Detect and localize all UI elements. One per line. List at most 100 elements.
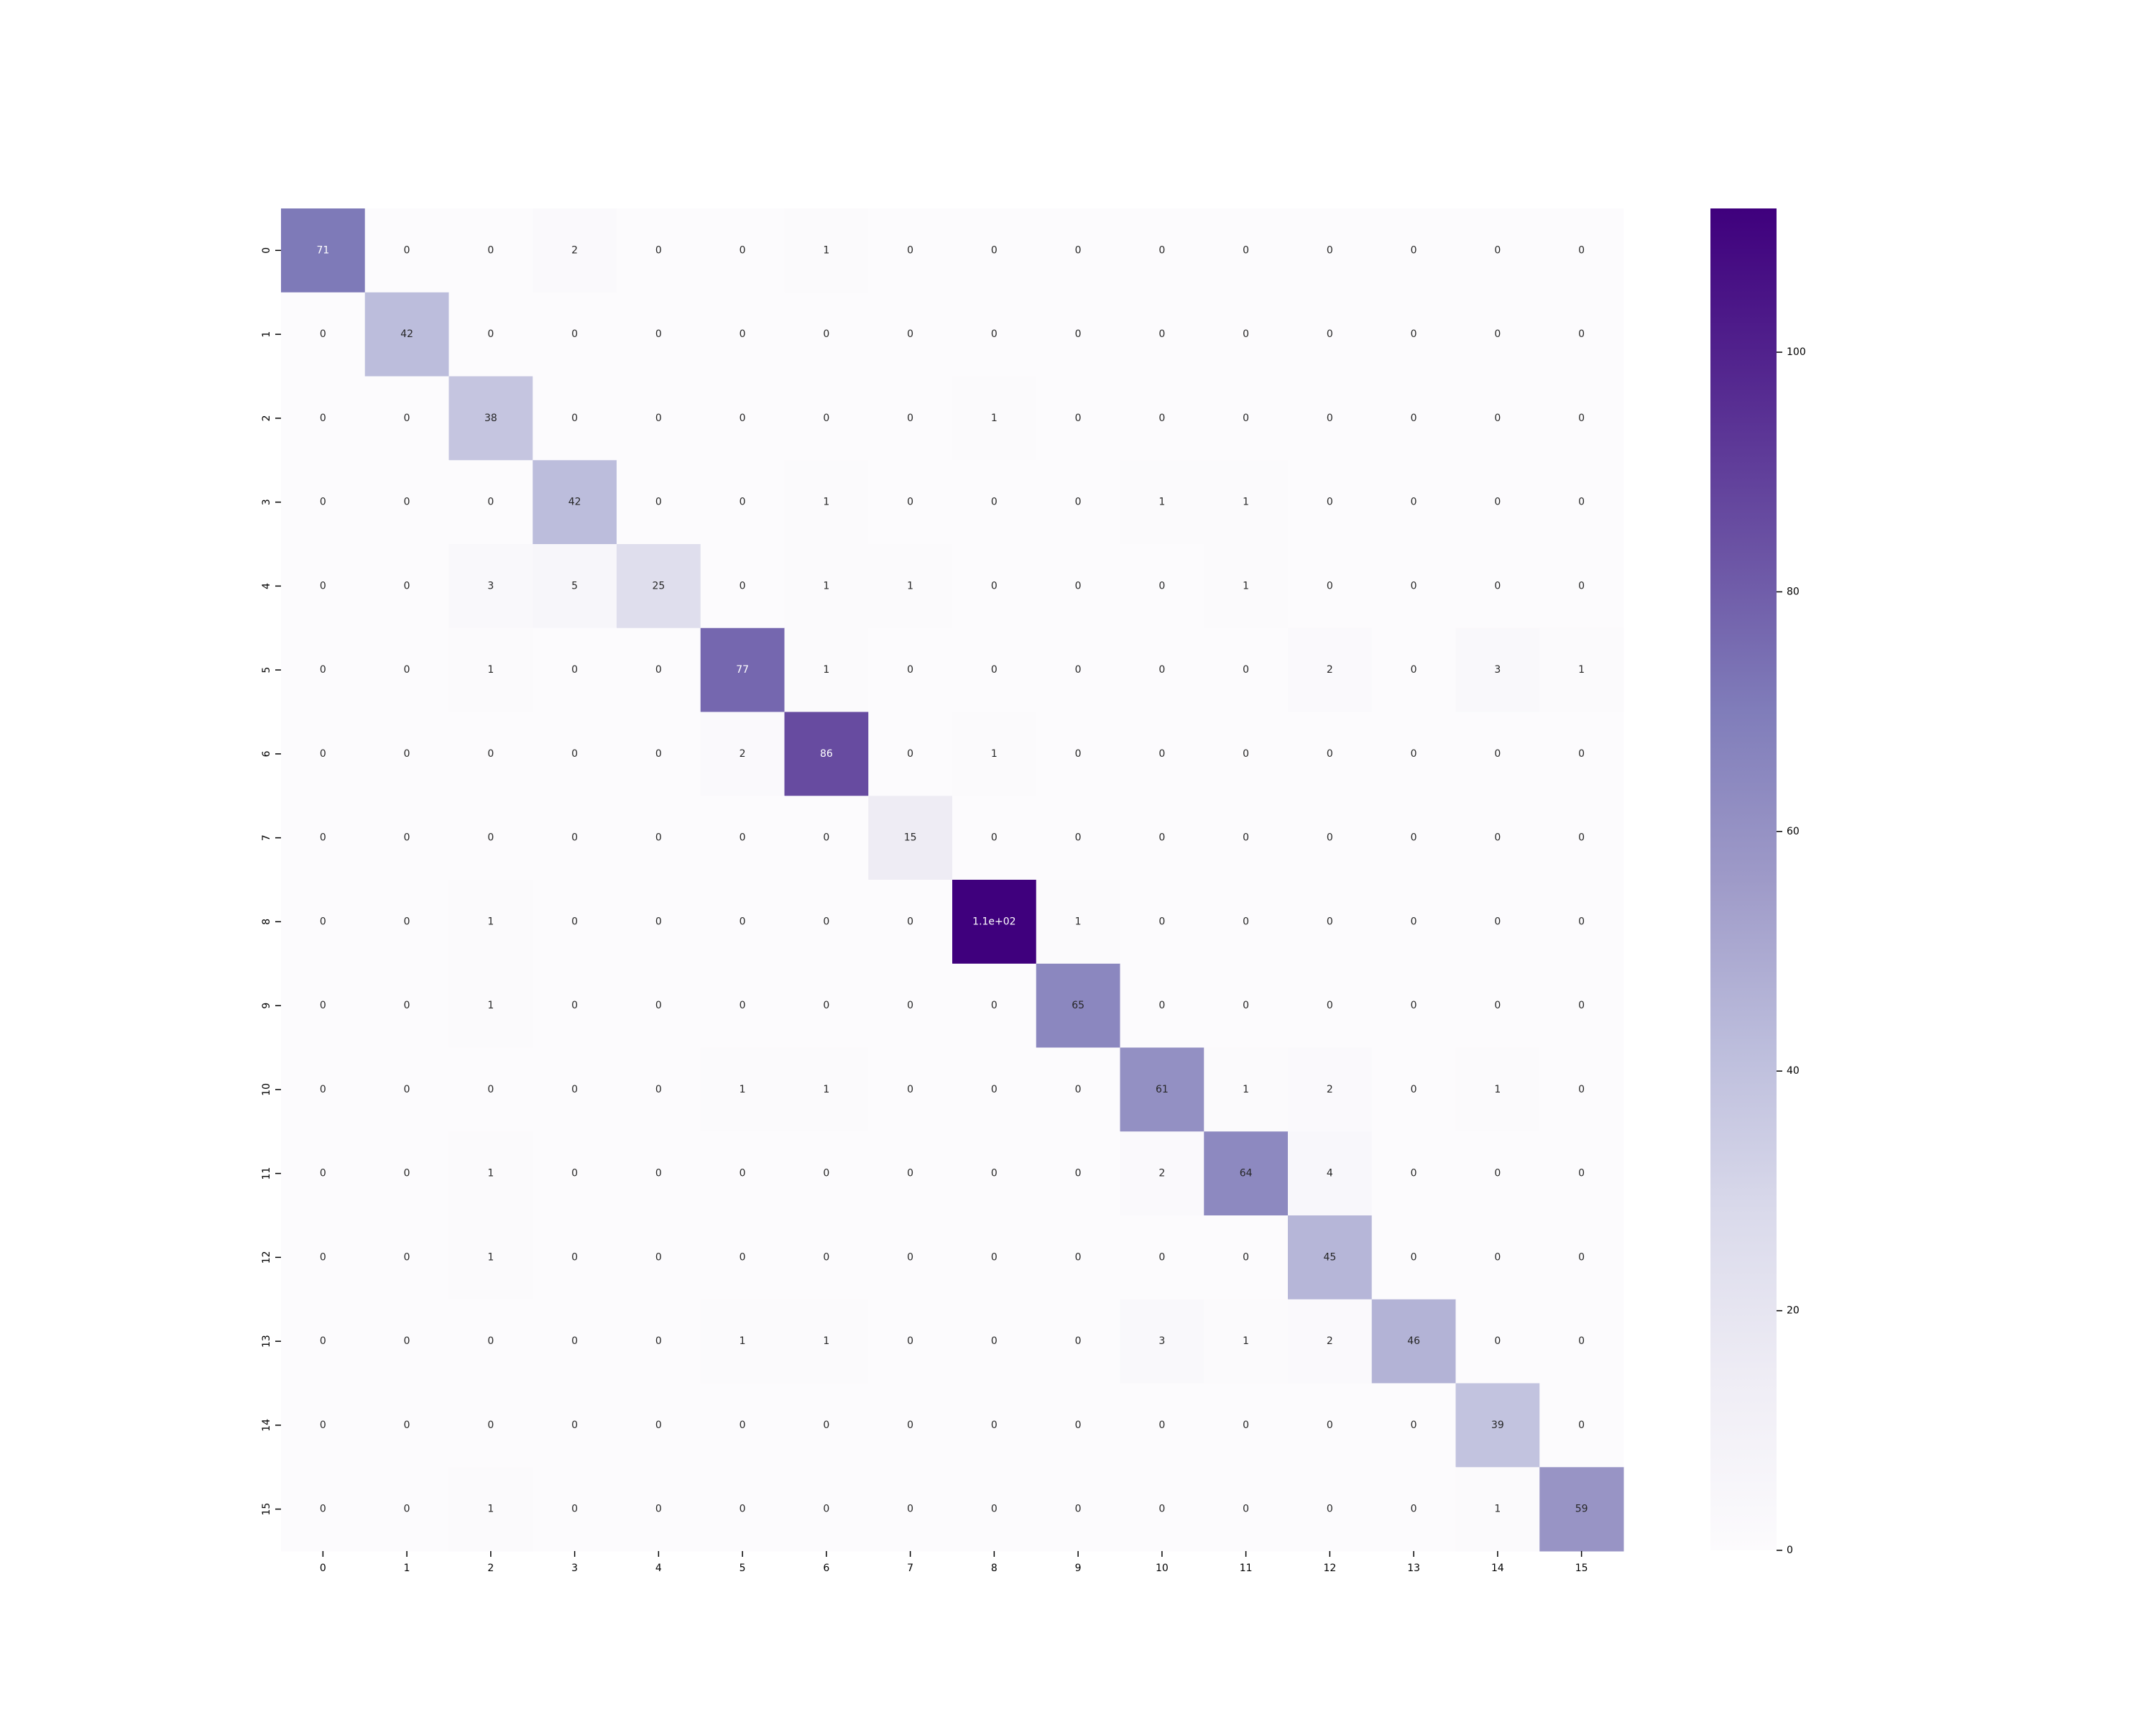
- cell-annotation-r0-c7: 0: [907, 244, 913, 256]
- cell-annotation-r5-c4: 0: [655, 664, 662, 676]
- heatmap-cell-r10-c5: [700, 1047, 785, 1132]
- cell-annotation-r13-c9: 0: [1075, 1335, 1082, 1347]
- cell-annotation-r3-c10: 1: [1158, 497, 1165, 508]
- heatmap-cell-r12-c13: [1371, 1215, 1456, 1300]
- cell-annotation-r4-c6: 1: [823, 580, 829, 592]
- cell-annotation-r5-c9: 0: [1075, 664, 1082, 676]
- heatmap-cell-r1-c7: [868, 292, 953, 377]
- colorbar: [1710, 208, 1777, 1550]
- heatmap-cell-r11-c5: [700, 1131, 785, 1216]
- cell-annotation-r11-c3: 0: [571, 1168, 578, 1179]
- heatmap-cell-r3-c11: [1204, 460, 1289, 545]
- x-tick-label-6: 6: [823, 1563, 829, 1574]
- heatmap-cell-r9-c7: [868, 963, 953, 1048]
- cell-annotation-r3-c4: 0: [655, 497, 662, 508]
- heatmap-cell-r7-c7: [868, 796, 953, 880]
- heatmap-cell-r7-c10: [1120, 796, 1204, 880]
- heatmap-cell-r8-c3: [533, 880, 617, 965]
- cell-annotation-r10-c13: 0: [1411, 1084, 1417, 1095]
- x-tick-label-5: 5: [740, 1563, 746, 1574]
- heatmap-cell-r7-c1: [364, 796, 449, 880]
- heatmap-cell-r12-c14: [1455, 1215, 1540, 1300]
- heatmap-cell-r3-c1: [364, 460, 449, 545]
- cell-annotation-r12-c5: 0: [740, 1251, 746, 1263]
- heatmap-cell-r4-c14: [1455, 544, 1540, 629]
- cell-annotation-r8-c2: 1: [487, 916, 494, 927]
- cell-annotation-r7-c0: 0: [320, 832, 326, 844]
- cell-annotation-r11-c4: 0: [655, 1168, 662, 1179]
- heatmap-cell-r0-c0: [281, 208, 366, 293]
- cell-annotation-r2-c4: 0: [655, 413, 662, 424]
- cell-annotation-r9-c11: 0: [1243, 1000, 1249, 1011]
- heatmap-cell-r15-c8: [952, 1467, 1037, 1552]
- cell-annotation-r9-c10: 0: [1158, 1000, 1165, 1011]
- heatmap-cell-r9-c14: [1455, 963, 1540, 1048]
- heatmap-cell-r7-c9: [1036, 796, 1120, 880]
- heatmap-cell-r14-c11: [1204, 1383, 1289, 1468]
- heatmap-cell-r12-c0: [281, 1215, 366, 1300]
- cell-annotation-r2-c7: 0: [907, 413, 913, 424]
- cell-annotation-r8-c0: 0: [320, 916, 326, 927]
- cell-annotation-r9-c2: 1: [487, 1000, 494, 1011]
- cell-annotation-r10-c11: 1: [1243, 1084, 1249, 1095]
- cell-annotation-r2-c3: 0: [571, 413, 578, 424]
- cell-annotation-r6-c1: 0: [404, 748, 410, 760]
- x-tick-label-11: 11: [1240, 1563, 1253, 1574]
- heatmap-cell-r13-c3: [533, 1299, 617, 1384]
- cell-annotation-r15-c3: 0: [571, 1504, 578, 1515]
- y-tick-label-12: 12: [261, 1251, 272, 1264]
- cell-annotation-r0-c11: 0: [1243, 244, 1249, 256]
- heatmap-cell-r12-c4: [617, 1215, 701, 1300]
- cell-annotation-r1-c3: 0: [571, 328, 578, 340]
- cell-annotation-r7-c10: 0: [1158, 832, 1165, 844]
- cell-annotation-r10-c1: 0: [404, 1084, 410, 1095]
- cell-annotation-r11-c10: 2: [1158, 1168, 1165, 1179]
- heatmap-cell-r2-c6: [784, 376, 869, 461]
- cell-annotation-r1-c6: 0: [823, 328, 829, 340]
- cell-annotation-r13-c0: 0: [320, 1335, 326, 1347]
- cell-annotation-r1-c9: 0: [1075, 328, 1082, 340]
- heatmap-cell-r2-c12: [1288, 376, 1373, 461]
- heatmap-cell-r11-c1: [364, 1131, 449, 1216]
- cell-annotation-r12-c1: 0: [404, 1251, 410, 1263]
- heatmap-cell-r9-c2: [448, 963, 533, 1048]
- heatmap-cell-r3-c13: [1371, 460, 1456, 545]
- cell-annotation-r8-c5: 0: [740, 916, 746, 927]
- heatmap-cell-r12-c8: [952, 1215, 1037, 1300]
- x-tick-label-4: 4: [655, 1563, 662, 1574]
- heatmap-cell-r15-c7: [868, 1467, 953, 1552]
- heatmap-cell-r7-c12: [1288, 796, 1373, 880]
- cell-annotation-r5-c15: 1: [1578, 664, 1585, 676]
- heatmap-cell-r6-c5: [700, 712, 785, 796]
- heatmap-cell-r12-c9: [1036, 1215, 1120, 1300]
- x-tick-label-10: 10: [1156, 1563, 1169, 1574]
- heatmap-cell-r9-c15: [1539, 963, 1624, 1048]
- heatmap-cell-r8-c1: [364, 880, 449, 965]
- heatmap-cell-r6-c4: [617, 712, 701, 796]
- heatmap-cell-r5-c0: [281, 627, 366, 712]
- cell-annotation-r2-c9: 0: [1075, 413, 1082, 424]
- cell-annotation-r4-c4: 25: [652, 580, 665, 592]
- cell-annotation-r2-c11: 0: [1243, 413, 1249, 424]
- y-tick-label-10: 10: [261, 1083, 272, 1096]
- cell-annotation-r0-c3: 2: [571, 244, 578, 256]
- heatmap-cell-r4-c5: [700, 544, 785, 629]
- y-tick-label-7: 7: [261, 834, 272, 841]
- cell-annotation-r1-c10: 0: [1158, 328, 1165, 340]
- x-tick-label-8: 8: [991, 1563, 998, 1574]
- heatmap-cell-r1-c0: [281, 292, 366, 377]
- heatmap-cell-r0-c7: [868, 208, 953, 293]
- heatmap-cell-r4-c8: [952, 544, 1037, 629]
- heatmap-cell-r14-c10: [1120, 1383, 1204, 1468]
- heatmap-cell-r8-c13: [1371, 880, 1456, 965]
- heatmap-cell-r1-c12: [1288, 292, 1373, 377]
- heatmap-cell-r12-c2: [448, 1215, 533, 1300]
- heatmap-cell-r10-c2: [448, 1047, 533, 1132]
- cell-annotation-r5-c10: 0: [1158, 664, 1165, 676]
- heatmap-cell-r15-c0: [281, 1467, 366, 1552]
- cell-annotation-r12-c6: 0: [823, 1251, 829, 1263]
- cell-annotation-r10-c15: 0: [1578, 1084, 1585, 1095]
- cell-annotation-r5-c5: 77: [736, 664, 749, 676]
- heatmap-cell-r0-c14: [1455, 208, 1540, 293]
- cell-annotation-r9-c4: 0: [655, 1000, 662, 1011]
